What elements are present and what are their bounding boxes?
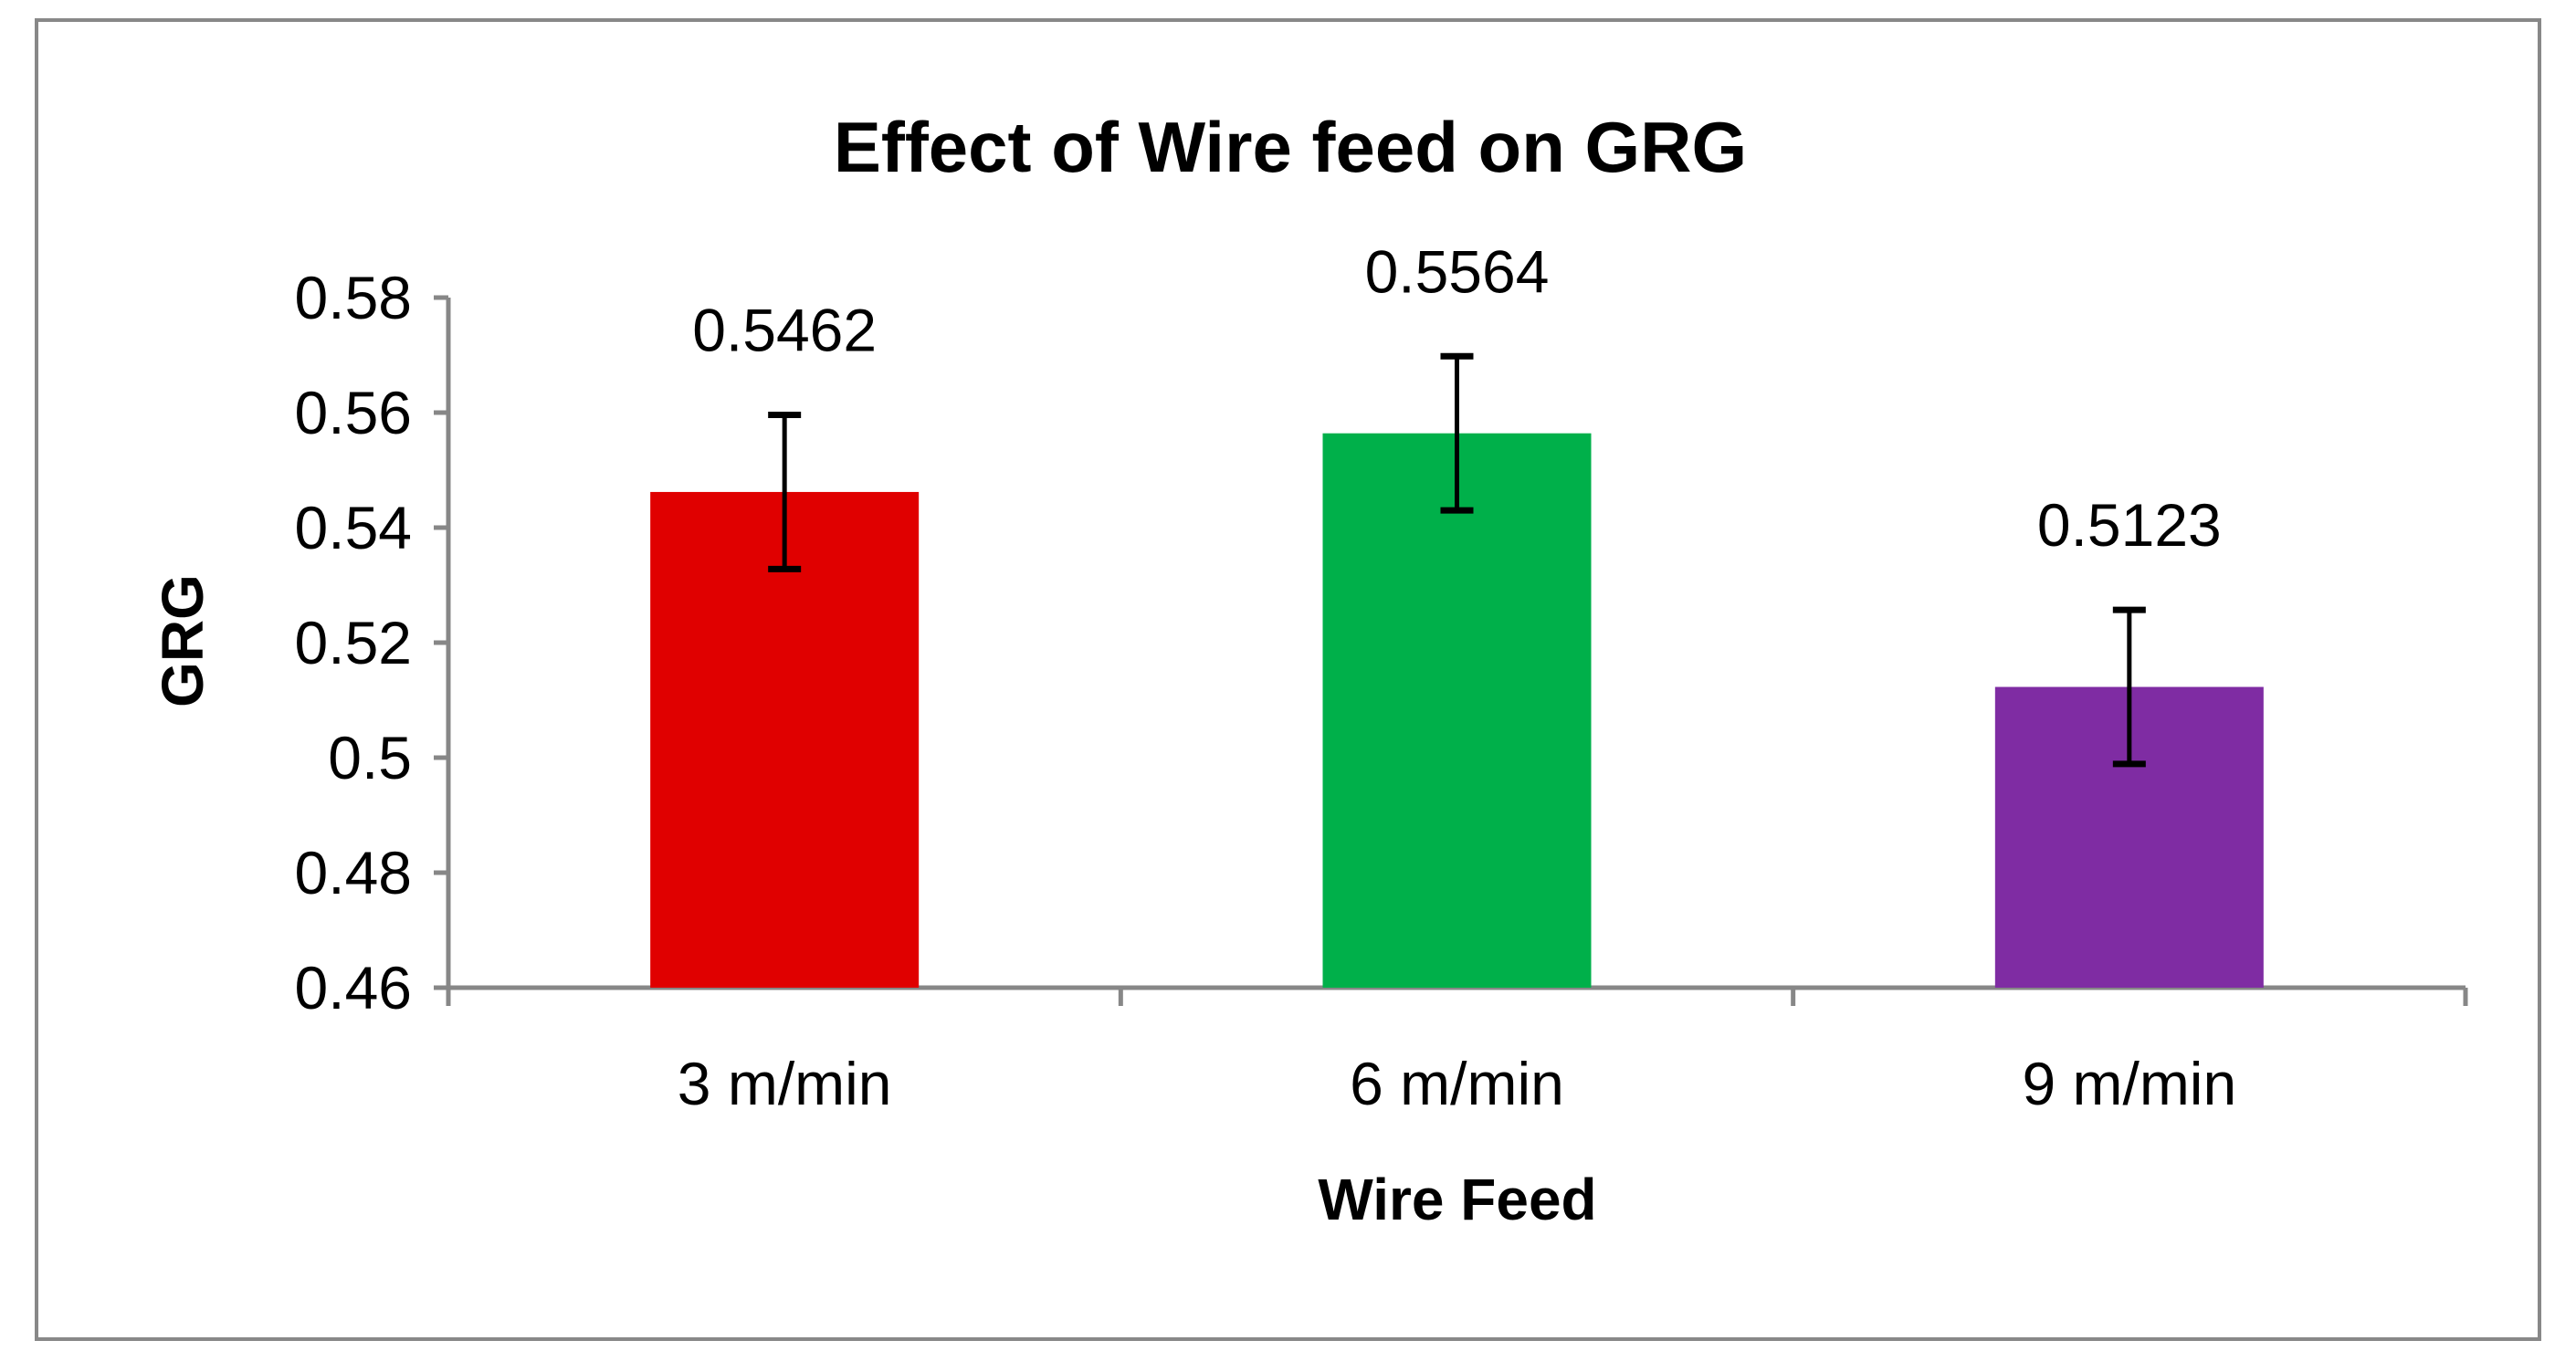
y-tick-label: 0.56: [295, 379, 412, 446]
data-label: 0.5462: [692, 297, 877, 364]
y-axis-label: GRG: [150, 574, 216, 707]
y-tick-label: 0.5: [328, 724, 412, 791]
y-tick-label: 0.58: [295, 264, 412, 331]
y-tick-label: 0.48: [295, 839, 412, 906]
chart-title: Effect of Wire feed on GRG: [834, 107, 1747, 187]
x-tick-label: 3 m/min: [678, 1050, 892, 1117]
x-axis-label: Wire Feed: [1318, 1167, 1596, 1232]
chart-border: [35, 18, 2541, 1341]
y-tick-label: 0.46: [295, 954, 412, 1021]
bar: [650, 491, 920, 988]
x-tick-label: 6 m/min: [1350, 1050, 1564, 1117]
data-label: 0.5564: [1365, 237, 1550, 305]
bar: [1322, 433, 1592, 988]
x-tick-label: 9 m/min: [2022, 1050, 2236, 1117]
data-label: 0.5123: [2037, 491, 2222, 559]
y-tick-label: 0.52: [295, 609, 412, 676]
y-tick-label: 0.54: [295, 494, 412, 561]
